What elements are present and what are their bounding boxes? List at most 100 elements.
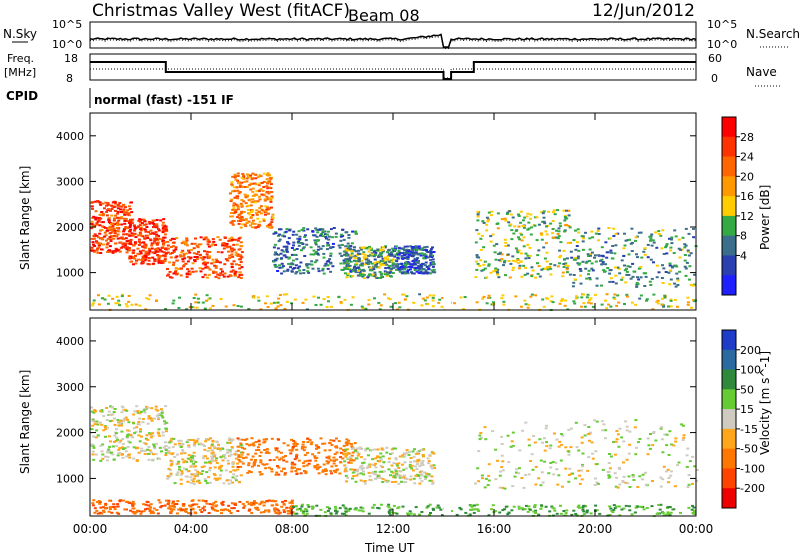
echo-cell bbox=[217, 467, 221, 470]
echo-cell bbox=[139, 410, 143, 413]
echo-cell bbox=[423, 478, 427, 480]
echo-cell bbox=[211, 439, 215, 442]
echo-cell bbox=[360, 305, 364, 308]
echo-cell bbox=[105, 243, 109, 246]
echo-cell bbox=[174, 269, 178, 272]
echo-cell bbox=[346, 476, 350, 479]
echo-cell bbox=[413, 246, 417, 249]
echo-cell bbox=[295, 233, 299, 236]
echo-cell bbox=[319, 247, 323, 250]
echo-cell bbox=[153, 447, 157, 450]
echo-cell bbox=[157, 499, 161, 502]
echo-cell bbox=[378, 456, 382, 459]
echo-cell bbox=[166, 244, 170, 247]
echo-cell bbox=[113, 440, 116, 443]
echo-cell bbox=[660, 303, 664, 306]
echo-cell bbox=[580, 436, 584, 439]
echo-cell bbox=[475, 503, 479, 506]
echo-cell bbox=[667, 454, 671, 456]
echo-cell bbox=[108, 445, 112, 448]
echo-cell bbox=[618, 272, 622, 275]
echo-cell bbox=[267, 466, 271, 469]
echo-cell bbox=[219, 272, 223, 275]
echo-cell bbox=[398, 251, 402, 254]
echo-cell bbox=[670, 443, 674, 446]
echo-cell bbox=[536, 262, 539, 265]
echo-cell bbox=[192, 483, 196, 485]
echo-cell bbox=[207, 256, 211, 259]
echo-cell bbox=[172, 250, 176, 253]
echo-cell bbox=[130, 303, 134, 306]
echo-cell bbox=[237, 264, 241, 266]
echo-cell bbox=[291, 259, 295, 262]
echo-cell bbox=[613, 472, 617, 475]
echo-cell bbox=[208, 255, 212, 258]
echo-cell bbox=[236, 189, 240, 192]
echo-cell bbox=[125, 305, 129, 308]
echo-cell bbox=[130, 211, 134, 214]
echo-cell bbox=[600, 284, 603, 287]
echo-cell bbox=[576, 255, 580, 258]
echo-cell bbox=[397, 267, 401, 270]
echo-cell bbox=[142, 510, 146, 513]
echo-cell bbox=[155, 238, 159, 241]
echo-cell bbox=[418, 471, 422, 474]
echo-cell bbox=[302, 449, 306, 452]
echo-cell bbox=[519, 260, 523, 263]
echo-cell bbox=[285, 460, 289, 463]
echo-cell bbox=[152, 232, 156, 235]
echo-cell bbox=[112, 411, 116, 413]
echo-cell bbox=[143, 411, 147, 414]
echo-cell bbox=[184, 252, 188, 255]
echo-cell bbox=[305, 512, 309, 515]
echo-cell bbox=[127, 295, 131, 297]
echo-cell bbox=[587, 439, 591, 442]
echo-cell bbox=[485, 229, 489, 232]
echo-cell bbox=[272, 246, 276, 249]
echo-cell bbox=[167, 446, 171, 449]
echo-cell bbox=[373, 470, 377, 473]
echo-cell bbox=[324, 237, 328, 240]
echo-cell bbox=[322, 230, 325, 233]
echo-cell bbox=[662, 267, 666, 270]
colorbar-tick-label: -200 bbox=[740, 482, 765, 495]
echo-cell bbox=[551, 506, 555, 509]
echo-cell bbox=[390, 511, 394, 514]
echo-cell bbox=[259, 188, 263, 191]
echo-cell bbox=[115, 445, 119, 448]
echo-cell bbox=[406, 262, 410, 265]
echo-cell bbox=[580, 469, 584, 472]
echo-cell bbox=[409, 461, 413, 464]
echo-cell bbox=[368, 247, 372, 250]
echo-cell bbox=[239, 456, 243, 459]
echo-cell bbox=[607, 470, 611, 473]
echo-cell bbox=[386, 273, 390, 276]
echo-cell bbox=[670, 266, 674, 269]
echo-cell bbox=[217, 277, 221, 280]
echo-cell bbox=[118, 447, 122, 450]
echo-cell bbox=[572, 300, 576, 303]
echo-cell bbox=[428, 513, 431, 516]
echo-cell bbox=[120, 295, 124, 298]
echo-cell bbox=[138, 231, 142, 234]
echo-cell bbox=[234, 479, 238, 482]
echo-cell bbox=[615, 430, 619, 432]
echo-cell bbox=[358, 270, 362, 273]
echo-cell bbox=[138, 430, 142, 433]
echo-cell bbox=[146, 422, 150, 425]
echo-cell bbox=[675, 305, 679, 308]
echo-cell bbox=[303, 460, 307, 463]
echo-cell bbox=[194, 465, 198, 468]
echo-cell bbox=[177, 460, 181, 463]
echo-cell bbox=[146, 448, 150, 451]
echo-cell bbox=[317, 270, 321, 273]
echo-cell bbox=[216, 477, 220, 480]
echo-cell bbox=[229, 479, 232, 482]
echo-cell bbox=[221, 459, 225, 462]
echo-cell bbox=[240, 199, 244, 201]
echo-cell bbox=[166, 240, 169, 243]
echo-cell bbox=[249, 174, 253, 177]
echo-cell bbox=[152, 507, 156, 510]
echo-cell bbox=[349, 303, 353, 306]
echo-cell bbox=[298, 507, 302, 510]
